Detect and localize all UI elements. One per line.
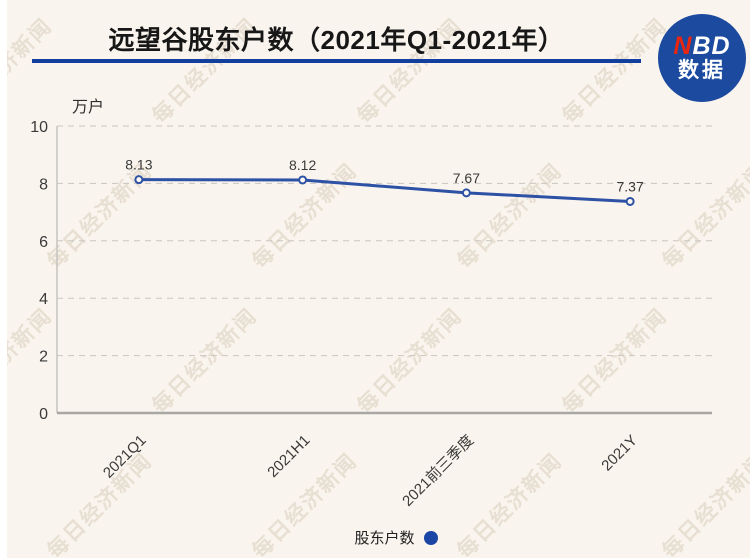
nbd-logo-text: NBD: [673, 33, 730, 59]
y-tick-label: 0: [39, 406, 48, 423]
data-point-label: 7.67: [453, 170, 480, 186]
data-point-marker: [298, 175, 308, 185]
data-point-label: 8.13: [125, 157, 152, 173]
legend: 股东户数: [0, 527, 750, 548]
y-tick-label: 4: [39, 291, 48, 308]
x-tick-label: 2021Q1: [100, 432, 150, 482]
y-tick-label: 8: [39, 176, 48, 193]
legend-dot-icon: [423, 530, 438, 545]
nbd-logo-letter-n: N: [673, 31, 693, 60]
y-axis-unit-label: 万户: [72, 99, 105, 116]
series-line: [137, 178, 632, 203]
left-edge-strip: [0, 0, 7, 558]
nbd-logo-letters-bd: BD: [692, 31, 731, 60]
y-tick-label: 10: [30, 119, 48, 136]
x-tick-label: 2021H1: [264, 432, 313, 481]
data-point-marker: [134, 175, 144, 185]
nbd-logo-subtext: 数据: [678, 59, 726, 83]
title-underline: [32, 59, 641, 63]
data-point-label: 8.12: [289, 157, 316, 173]
line-chart: 0 2 4 6 8 10 2021Q1 2021H1 2021前三季度 2021Y 8.13 8.12…: [30, 119, 712, 510]
data-point-marker: [461, 188, 471, 198]
x-tick-label: 2021Y: [598, 432, 641, 475]
nbd-logo: NBD 数据: [658, 14, 746, 102]
x-tick-label: 2021前三季度: [399, 432, 477, 510]
y-tick-label: 2: [39, 349, 48, 366]
data-point-label: 7.37: [617, 178, 644, 194]
data-point-marker: [625, 196, 635, 206]
legend-label: 股东户数: [354, 530, 415, 547]
y-tick-label: 6: [39, 234, 48, 251]
chart-title: 远望谷股东户数（2021年Q1-2021年）: [108, 25, 565, 55]
